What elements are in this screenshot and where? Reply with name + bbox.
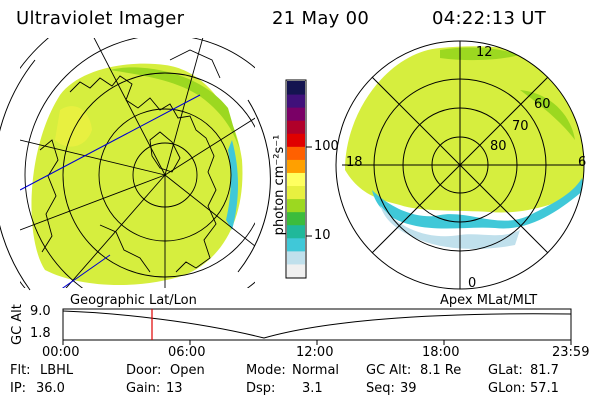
colorbar-segment <box>287 94 305 108</box>
earth-limb <box>0 59 36 291</box>
altitude-plot <box>62 308 572 345</box>
mlt-label-6: 6 <box>578 155 587 170</box>
terminator-line <box>20 94 201 191</box>
seq-value: 39 <box>400 381 417 396</box>
door-label: Door: <box>126 363 162 378</box>
flt-value: LBHL <box>40 363 74 378</box>
colorbar-tick-10: 10 <box>314 228 331 243</box>
colorbar-segment <box>287 172 305 187</box>
colorbar-unit-label: photon cm⁻²s⁻¹ <box>272 134 287 236</box>
coastline <box>69 75 217 273</box>
glat-label: GLat: <box>488 363 523 378</box>
colorbar-segment <box>287 198 305 213</box>
door-value: Open <box>170 363 205 378</box>
apex-map <box>335 40 585 290</box>
gcalt-label: GC Alt: <box>366 363 412 378</box>
apex-panel-label: Apex MLat/MLT <box>440 293 538 308</box>
alt-xtick-2359: 23:59 <box>552 345 590 360</box>
colorbar-segment <box>287 120 305 134</box>
seq-label: Seq: <box>366 381 395 396</box>
mlat-label-60: 60 <box>534 97 551 112</box>
time-label: 04:22:13 UT <box>432 8 547 29</box>
colorbar-segment <box>287 224 305 239</box>
dsp-value: 3.1 <box>302 381 323 396</box>
flt-label: Flt: <box>10 363 31 378</box>
colorbar-segment <box>287 146 305 160</box>
mlt-label-18: 18 <box>346 155 363 170</box>
alt-ytick-1-8: 1.8 <box>30 326 51 341</box>
alt-xtick-1800: 18:00 <box>422 345 460 360</box>
alt-xtick-0000: 00:00 <box>42 345 80 360</box>
colorbar-segment <box>287 81 305 95</box>
colorbar-tick-100: 100 <box>314 139 339 154</box>
colorbar-segment <box>287 263 305 278</box>
colorbar-segment <box>287 250 305 265</box>
colorbar-segment <box>287 107 305 121</box>
mlt-label-0: 0 <box>468 276 477 291</box>
colorbar-segment <box>287 237 305 252</box>
glon-value: 57.1 <box>530 381 559 396</box>
date-label: 21 May 00 <box>272 8 370 29</box>
colorbar-segment <box>287 211 305 226</box>
mlat-label-80: 80 <box>490 139 507 154</box>
geographic-map <box>20 38 255 288</box>
alt-ytick-9: 9.0 <box>30 304 51 319</box>
mode-value: Normal <box>292 363 340 378</box>
alt-xtick-0600: 06:00 <box>168 345 206 360</box>
apex-grid <box>335 40 585 290</box>
apex-emission-area <box>345 46 584 213</box>
gain-label: Gain: <box>126 381 161 396</box>
ip-value: 36.0 <box>36 381 65 396</box>
dsp-label: Dsp: <box>246 381 276 396</box>
alt-xtick-1200: 12:00 <box>296 345 334 360</box>
glon-label: GLon: <box>488 381 526 396</box>
instrument-title: Ultraviolet Imager <box>16 8 185 29</box>
mode-label: Mode: <box>246 363 286 378</box>
glat-value: 81.7 <box>530 363 559 378</box>
colorbar <box>285 79 312 279</box>
colorbar-segment <box>287 133 305 147</box>
colorbar-segment <box>287 185 305 200</box>
gain-value: 13 <box>166 381 183 396</box>
geo-panel-label: Geographic Lat/Lon <box>70 293 197 308</box>
alt-ylabel: GC Alt <box>10 304 25 345</box>
mlt-label-12: 12 <box>476 45 493 60</box>
colorbar-segment <box>287 159 305 173</box>
ip-label: IP: <box>10 381 27 396</box>
altitude-curve <box>62 310 572 339</box>
gcalt-value: 8.1 Re <box>420 363 462 378</box>
mlat-label-70: 70 <box>512 119 529 134</box>
